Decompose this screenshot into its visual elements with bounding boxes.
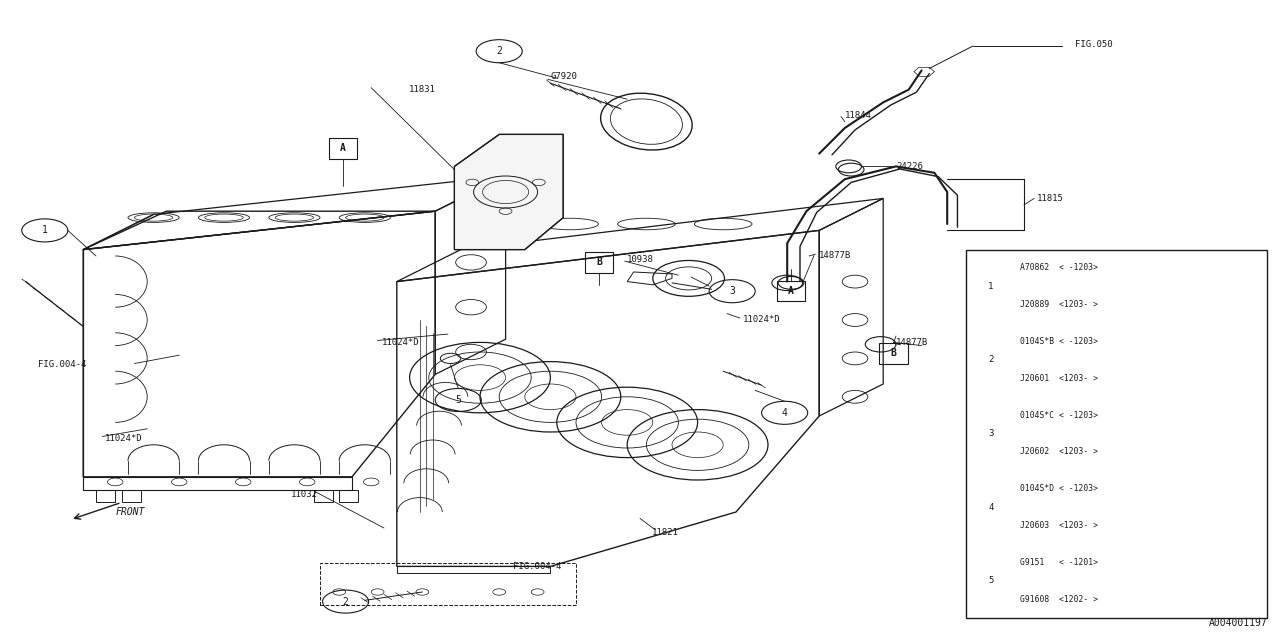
- Bar: [879, 343, 908, 364]
- Text: A70862  < -1203>: A70862 < -1203>: [1020, 264, 1098, 273]
- Text: FRONT: FRONT: [115, 507, 145, 517]
- Text: G91608  <1202- >: G91608 <1202- >: [1020, 595, 1098, 604]
- Bar: [585, 252, 613, 273]
- Text: G7920: G7920: [550, 72, 577, 81]
- Text: 0104S*D < -1203>: 0104S*D < -1203>: [1020, 484, 1098, 493]
- Text: FIG.004-4: FIG.004-4: [513, 562, 562, 571]
- Text: A: A: [788, 286, 794, 296]
- Text: 14877B: 14877B: [819, 252, 851, 260]
- Text: 11844: 11844: [845, 111, 872, 120]
- Text: 2: 2: [343, 596, 348, 607]
- Text: 11821: 11821: [653, 528, 678, 537]
- Text: 10938: 10938: [627, 255, 654, 264]
- Text: 4: 4: [988, 502, 993, 512]
- Text: 4: 4: [782, 408, 787, 418]
- Text: FIG.004-4: FIG.004-4: [38, 360, 87, 369]
- Text: 0104S*C < -1203>: 0104S*C < -1203>: [1020, 411, 1098, 420]
- Text: B: B: [596, 257, 602, 268]
- Text: J20602  <1203- >: J20602 <1203- >: [1020, 447, 1098, 456]
- Text: J20603  <1203- >: J20603 <1203- >: [1020, 521, 1098, 530]
- Text: 3: 3: [730, 286, 735, 296]
- Text: G9151   < -1201>: G9151 < -1201>: [1020, 558, 1098, 567]
- Text: 2: 2: [988, 355, 993, 365]
- Text: 5: 5: [988, 576, 993, 586]
- Text: 11024*D: 11024*D: [381, 338, 419, 347]
- Text: 11831: 11831: [410, 85, 435, 94]
- Text: 11815: 11815: [1037, 194, 1064, 203]
- Text: 1: 1: [42, 225, 47, 236]
- Polygon shape: [454, 134, 563, 250]
- Text: 14877B: 14877B: [896, 338, 928, 347]
- Text: A: A: [340, 143, 346, 154]
- Text: 24226: 24226: [896, 162, 923, 171]
- Text: J20889  <1203- >: J20889 <1203- >: [1020, 300, 1098, 309]
- Text: B: B: [891, 348, 896, 358]
- Text: 3: 3: [988, 429, 993, 438]
- Text: 2: 2: [497, 46, 502, 56]
- Bar: [777, 281, 805, 301]
- Text: 5: 5: [456, 395, 461, 405]
- Text: FIG.050: FIG.050: [1075, 40, 1112, 49]
- Text: J20601  <1203- >: J20601 <1203- >: [1020, 374, 1098, 383]
- Text: 1: 1: [988, 282, 993, 291]
- Text: A004001197: A004001197: [1208, 618, 1267, 628]
- Bar: [966, 250, 1267, 618]
- Text: 0104S*B < -1203>: 0104S*B < -1203>: [1020, 337, 1098, 346]
- Bar: [329, 138, 357, 159]
- Text: 11024*D: 11024*D: [742, 316, 780, 324]
- Text: 11032: 11032: [291, 490, 317, 499]
- Bar: [320, 563, 576, 605]
- Text: 11024*D: 11024*D: [105, 434, 142, 443]
